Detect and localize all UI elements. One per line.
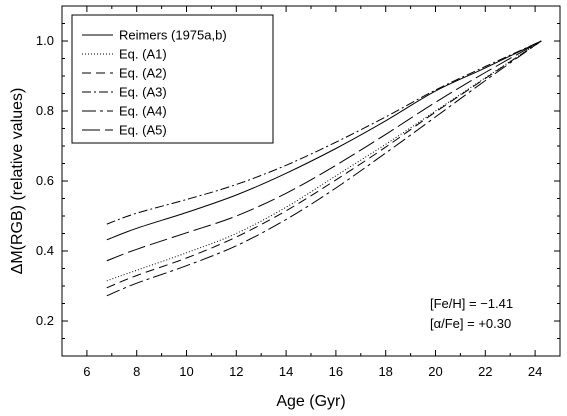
x-axis-label: Age (Gyr) <box>276 393 345 410</box>
x-tick-label: 8 <box>133 364 140 379</box>
ticks: 6 8 10 12 14 16 18 20 22 24 0.2 0.4 0.6 0.8 1.0 <box>36 5 561 379</box>
x-tick-label: 10 <box>179 364 193 379</box>
legend-label-0: Reimers (1975a,b) <box>119 28 227 43</box>
x-tick-label: 6 <box>83 364 90 379</box>
x-tick-label: 12 <box>229 364 243 379</box>
legend-label-3: Eq. (A3) <box>119 85 167 100</box>
annotation-alpha-fe: [α/Fe] = +0.30 <box>430 316 511 331</box>
legend-label-4: Eq. (A4) <box>119 104 167 119</box>
series-line-4 <box>106 40 542 297</box>
y-tick-label: 1.0 <box>36 33 54 48</box>
annotation-fe-h: [Fe/H] = −1.41 <box>430 296 513 311</box>
legend: Reimers (1975a,b) Eq. (A1) Eq. (A2) Eq. (A3… <box>71 14 274 144</box>
x-tick-label: 24 <box>528 364 542 379</box>
series <box>106 40 542 297</box>
x-tick-label: 14 <box>279 364 293 379</box>
legend-box <box>71 14 274 144</box>
x-tick-label: 20 <box>428 364 442 379</box>
series-line-0 <box>106 40 542 241</box>
y-tick-label: 0.8 <box>36 103 54 118</box>
legend-label-1: Eq. (A1) <box>119 47 167 62</box>
legend-label-5: Eq. (A5) <box>119 123 167 138</box>
series-line-3 <box>106 40 542 225</box>
y-tick-label: 0.2 <box>36 313 54 328</box>
series-line-2 <box>106 40 542 289</box>
x-tick-label: 16 <box>329 364 343 379</box>
legend-label-2: Eq. (A2) <box>119 66 167 81</box>
y-tick-label: 0.6 <box>36 173 54 188</box>
y-tick-label: 0.4 <box>36 243 54 258</box>
x-tick-label: 22 <box>478 364 492 379</box>
x-tick-label: 18 <box>378 364 392 379</box>
series-line-5 <box>106 40 542 262</box>
y-axis-label: ΔM(RGB) (relative values) <box>9 88 26 275</box>
series-line-1 <box>106 40 542 282</box>
